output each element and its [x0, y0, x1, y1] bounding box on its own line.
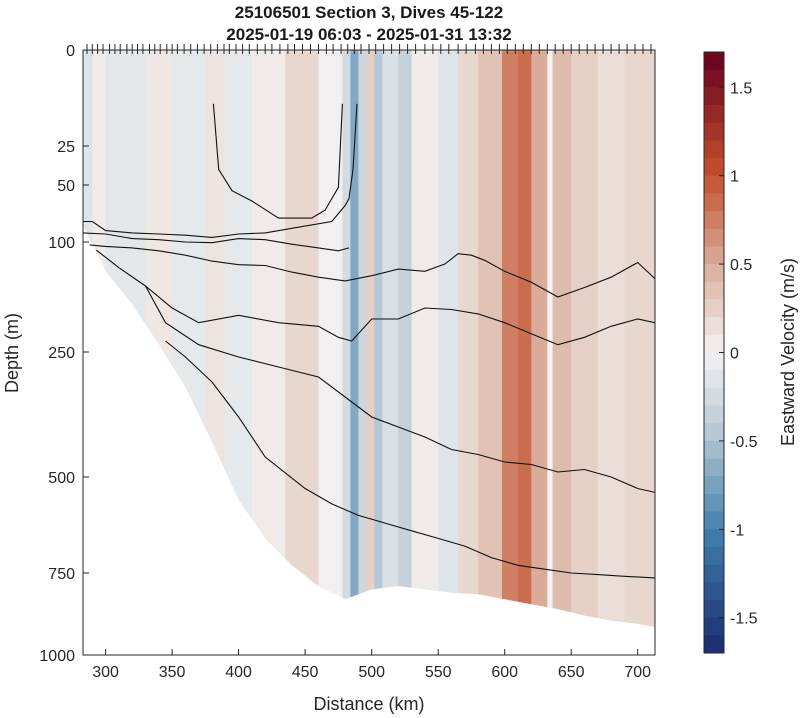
- colorbar-step: [704, 564, 724, 583]
- colorbar-step: [704, 476, 724, 495]
- contour-line: [212, 103, 343, 219]
- y-tick-label: 25: [57, 139, 75, 156]
- colorbar-step: [704, 511, 724, 530]
- velocity-band: [597, 50, 625, 628]
- contour-line: [145, 285, 655, 493]
- x-tick-label: 650: [558, 664, 585, 681]
- velocity-band: [552, 50, 572, 628]
- velocity-band: [571, 50, 599, 628]
- dive-marks: [86, 44, 652, 54]
- velocity-band: [478, 50, 503, 628]
- colorbar-step: [704, 582, 724, 601]
- colorbar-step: [704, 600, 724, 619]
- colorbar-step: [704, 175, 724, 194]
- colorbar-step: [704, 158, 724, 177]
- colorbar-step: [704, 105, 724, 124]
- colorbar-tick-label: -0.5: [730, 434, 758, 451]
- velocity-band: [624, 50, 655, 628]
- colorbar-step: [704, 546, 724, 566]
- colorbar-ticks: 1.5 1 0.5 0 -0.5 -1 -1.5: [719, 80, 758, 628]
- x-axis: 300 350 400 450 500 550 600 650 700: [92, 649, 651, 681]
- x-tick-label: 600: [491, 664, 518, 681]
- y-tick-label: 100: [48, 235, 75, 252]
- colorbar-label: Eastward Velocity (m/s): [778, 258, 798, 446]
- colorbar-step: [704, 228, 724, 247]
- x-tick-label: 500: [358, 664, 385, 681]
- velocity-band: [358, 50, 367, 628]
- velocity-band: [398, 50, 413, 628]
- colorbar-step: [704, 617, 724, 636]
- colorbar-step: [704, 635, 724, 654]
- colorbar-tick-label: -1.5: [730, 611, 758, 628]
- velocity-band: [531, 50, 548, 628]
- colorbar-step: [704, 387, 724, 407]
- contour-line: [95, 249, 655, 346]
- y-axis: 0 25 50 100 250 500 750 1000: [39, 43, 89, 665]
- colorbar-tick-label: 0.5: [730, 257, 752, 274]
- colorbar-step: [704, 140, 724, 159]
- colorbar-step: [704, 493, 724, 513]
- velocity-band: [366, 50, 375, 628]
- x-axis-label: Distance (km): [313, 694, 424, 714]
- velocity-band: [518, 50, 532, 628]
- y-tick-label: 750: [48, 566, 75, 583]
- velocity-band: [458, 50, 479, 628]
- colorbar-step: [704, 458, 724, 477]
- x-tick-label: 450: [292, 664, 319, 681]
- colorbar-step: [704, 193, 724, 212]
- contour-line: [165, 340, 655, 579]
- contour-line: [83, 103, 358, 238]
- contour-line: [89, 244, 655, 298]
- plot-area: [82, 44, 656, 656]
- chart-title: 25106501 Section 3, Dives 45-122: [235, 3, 503, 22]
- colorbar-step: [704, 440, 724, 460]
- y-tick-label: 250: [48, 345, 75, 362]
- colorbar-step: [704, 423, 724, 442]
- colorbar-step: [704, 87, 724, 106]
- velocity-band: [374, 50, 383, 628]
- x-tick-label: 350: [159, 664, 186, 681]
- colorbar-tick-label: 1.5: [730, 80, 752, 97]
- colorbar-step: [704, 317, 724, 336]
- velocity-band: [285, 50, 320, 628]
- colorbar-step: [704, 334, 724, 353]
- contour-line: [83, 232, 350, 252]
- colorbar-tick-label: 1: [730, 169, 739, 186]
- colorbar-step: [704, 281, 724, 300]
- chart-subtitle: 2025-01-19 06:03 - 2025-01-31 13:32: [226, 25, 511, 44]
- velocity-band: [438, 50, 459, 628]
- velocity-band: [502, 50, 519, 628]
- x-tick-label: 400: [225, 664, 252, 681]
- velocity-band: [547, 50, 554, 628]
- colorbar-step: [704, 405, 724, 424]
- colorbar-tick-label: 0: [730, 346, 739, 363]
- velocity-band: [382, 50, 399, 628]
- velocity-band: [318, 50, 343, 628]
- colorbar-step: [704, 352, 724, 371]
- contour-lines: [83, 103, 655, 579]
- velocity-band: [342, 50, 351, 628]
- y-tick-label: 1000: [39, 648, 75, 665]
- velocity-band: [350, 50, 359, 628]
- x-tick-label: 700: [624, 664, 651, 681]
- x-tick-label: 550: [425, 664, 452, 681]
- y-tick-label: 50: [57, 178, 75, 195]
- colorbar-step: [704, 122, 724, 141]
- velocity-band: [411, 50, 439, 628]
- y-axis-label: Depth (m): [2, 313, 22, 393]
- colorbar-step: [704, 529, 724, 548]
- colorbar-step: [704, 299, 724, 318]
- colorbar-step: [704, 264, 724, 283]
- x-tick-label: 300: [92, 664, 119, 681]
- colorbar-step: [704, 246, 724, 265]
- colorbar-step: [704, 370, 724, 389]
- colorbar-tick-label: -1: [730, 522, 744, 539]
- y-tick-label: 0: [66, 43, 75, 60]
- colorbar-step: [704, 211, 724, 230]
- colorbar: [703, 51, 725, 654]
- colorbar-step: [704, 69, 724, 88]
- colorbar-step: [704, 52, 724, 71]
- y-tick-label: 500: [48, 470, 75, 487]
